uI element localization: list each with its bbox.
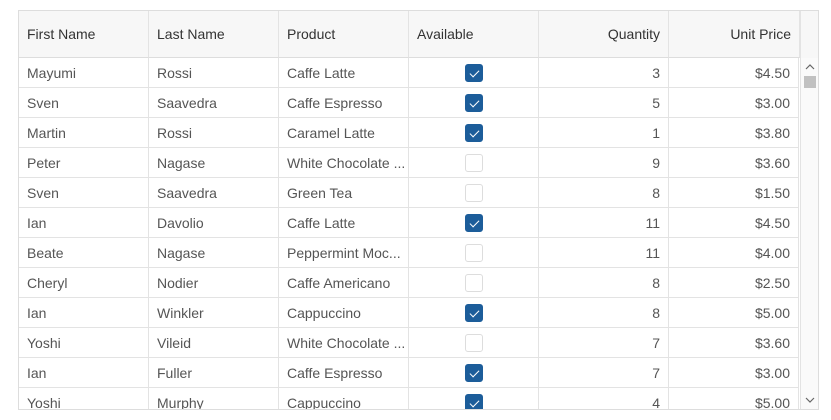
cell: Caffe Espresso <box>279 88 409 118</box>
checkbox-cell <box>409 58 539 88</box>
checkbox[interactable] <box>465 184 483 202</box>
cell: White Chocolate ... <box>279 148 409 178</box>
cell: Saavedra <box>149 88 279 118</box>
cell: Nagase <box>149 238 279 268</box>
cell: $5.00 <box>669 388 799 409</box>
cell: 1 <box>539 118 669 148</box>
scrollbar-corner <box>800 11 818 59</box>
checkbox-cell <box>409 298 539 328</box>
cell: 9 <box>539 148 669 178</box>
checkbox[interactable] <box>465 394 483 409</box>
cell: Caramel Latte <box>279 118 409 148</box>
cell: Ian <box>19 208 149 238</box>
cell: Nodier <box>149 268 279 298</box>
column-header[interactable]: Last Name <box>149 11 279 58</box>
cell: $3.80 <box>669 118 799 148</box>
cell: 11 <box>539 238 669 268</box>
checkbox-cell <box>409 328 539 358</box>
cell: 3 <box>539 58 669 88</box>
column-header[interactable]: Available <box>409 11 539 58</box>
cell: Caffe Latte <box>279 208 409 238</box>
cell: $3.00 <box>669 88 799 118</box>
cell: Caffe Espresso <box>279 358 409 388</box>
cell: Sven <box>19 178 149 208</box>
cell: 5 <box>539 88 669 118</box>
column-header[interactable]: Quantity <box>539 11 669 58</box>
cell: Mayumi <box>19 58 149 88</box>
cell: $3.00 <box>669 358 799 388</box>
cell: $2.50 <box>669 268 799 298</box>
cell: Murphy <box>149 388 279 409</box>
cell: Nagase <box>149 148 279 178</box>
scroll-thumb[interactable] <box>804 76 816 88</box>
cell: Yoshi <box>19 328 149 358</box>
cell: Caffe Latte <box>279 58 409 88</box>
cell: 8 <box>539 298 669 328</box>
cell: Rossi <box>149 58 279 88</box>
checkbox[interactable] <box>465 274 483 292</box>
cell: Peppermint Moc... <box>279 238 409 268</box>
checkbox[interactable] <box>465 64 483 82</box>
checkbox-cell <box>409 118 539 148</box>
checkbox-cell <box>409 208 539 238</box>
checkbox-cell <box>409 268 539 298</box>
column-header[interactable]: First Name <box>19 11 149 58</box>
cell: Winkler <box>149 298 279 328</box>
column-header[interactable]: Unit Price <box>669 11 800 58</box>
cell: Davolio <box>149 208 279 238</box>
checkbox[interactable] <box>465 334 483 352</box>
scroll-up-arrow[interactable] <box>805 64 815 70</box>
cell: Saavedra <box>149 178 279 208</box>
cell: Yoshi <box>19 388 149 409</box>
cell: Ian <box>19 298 149 328</box>
cell: Martin <box>19 118 149 148</box>
scrollbar-graphics <box>804 64 816 403</box>
cell: $4.50 <box>669 208 799 238</box>
cell: Vileid <box>149 328 279 358</box>
cell: 8 <box>539 268 669 298</box>
checkbox[interactable] <box>465 364 483 382</box>
cell: Cappuccino <box>279 388 409 409</box>
cell: Cheryl <box>19 268 149 298</box>
checkbox-cell <box>409 238 539 268</box>
checkbox[interactable] <box>465 94 483 112</box>
checkbox-cell <box>409 178 539 208</box>
cell: Peter <box>19 148 149 178</box>
checkbox[interactable] <box>465 124 483 142</box>
cell: Rossi <box>149 118 279 148</box>
cell: 8 <box>539 178 669 208</box>
checkbox-cell <box>409 148 539 178</box>
checkbox-cell <box>409 358 539 388</box>
cell: Cappuccino <box>279 298 409 328</box>
data-grid: First Name Last Name Product Available Quant… <box>18 10 819 410</box>
checkbox-cell <box>409 388 539 409</box>
cell: Beate <box>19 238 149 268</box>
cell: White Chocolate ... <box>279 328 409 358</box>
checkbox[interactable] <box>465 304 483 322</box>
scrollbar[interactable] <box>800 58 818 409</box>
cell: $4.00 <box>669 238 799 268</box>
cell: 4 <box>539 388 669 409</box>
scroll-down-arrow[interactable] <box>805 397 815 403</box>
checkbox[interactable] <box>465 154 483 172</box>
column-header[interactable]: Product <box>279 11 409 58</box>
cell: Fuller <box>149 358 279 388</box>
cell: Green Tea <box>279 178 409 208</box>
cell: 7 <box>539 328 669 358</box>
cell: Ian <box>19 358 149 388</box>
cell: 11 <box>539 208 669 238</box>
cell: $4.50 <box>669 58 799 88</box>
checkbox[interactable] <box>465 214 483 232</box>
checkbox-cell <box>409 88 539 118</box>
cell: 7 <box>539 358 669 388</box>
cell: Sven <box>19 88 149 118</box>
cell: $1.50 <box>669 178 799 208</box>
cell: $3.60 <box>669 148 799 178</box>
checkbox[interactable] <box>465 244 483 262</box>
cell: $5.00 <box>669 298 799 328</box>
cell: Caffe Americano <box>279 268 409 298</box>
cell: $3.60 <box>669 328 799 358</box>
